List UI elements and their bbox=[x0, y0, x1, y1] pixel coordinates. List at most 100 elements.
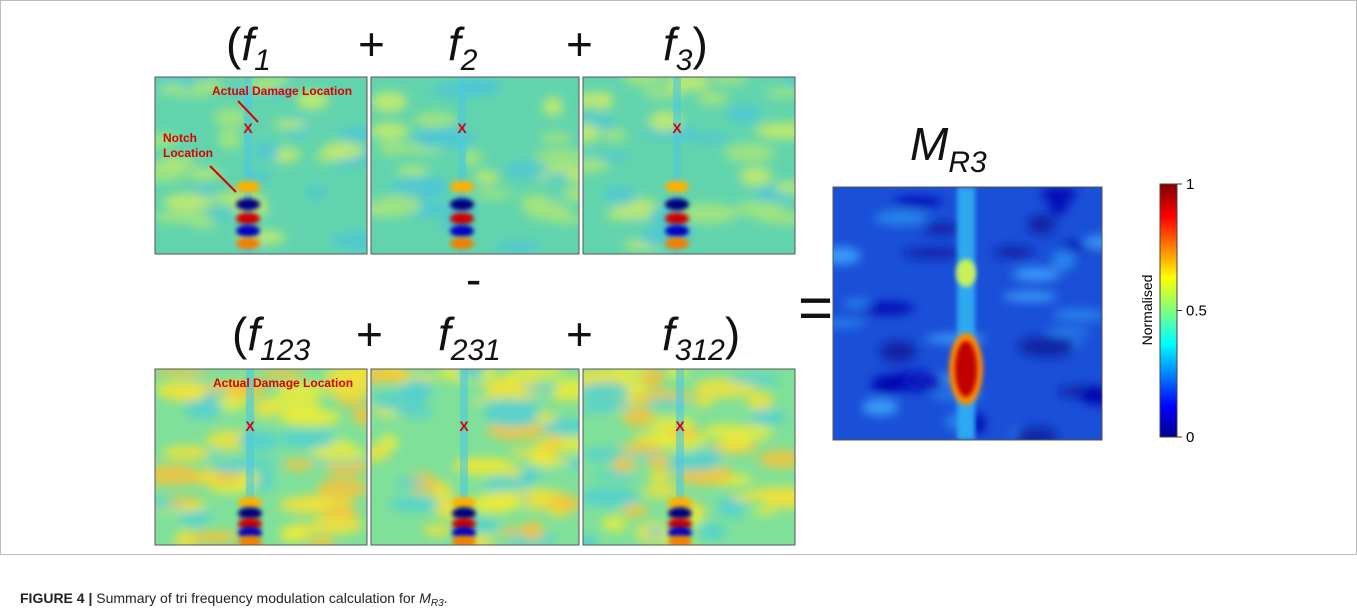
texture-blob bbox=[321, 141, 364, 160]
plus: + bbox=[358, 18, 385, 70]
texture-blob bbox=[453, 457, 515, 476]
texture-blob bbox=[583, 123, 601, 143]
notch-blob bbox=[452, 517, 476, 530]
notch-blob bbox=[668, 526, 692, 539]
texture-blob bbox=[424, 177, 447, 195]
texture-blob bbox=[508, 448, 552, 458]
texture-blob bbox=[474, 492, 524, 509]
texture-blob bbox=[648, 470, 672, 484]
texture-blob bbox=[503, 162, 548, 179]
texture-blob bbox=[1012, 267, 1061, 282]
term: f312) bbox=[662, 308, 740, 367]
plus: + bbox=[566, 18, 593, 70]
heatmap bbox=[155, 369, 367, 545]
panels: X X X X X X bbox=[154, 76, 1103, 546]
texture bbox=[155, 77, 367, 254]
texture-blob bbox=[278, 429, 338, 448]
heatmap-bg bbox=[583, 77, 795, 254]
column bbox=[246, 369, 254, 545]
texture-blob bbox=[749, 409, 786, 425]
texture-blob bbox=[666, 454, 720, 472]
texture-blob bbox=[155, 133, 180, 148]
texture-blob bbox=[843, 298, 872, 308]
texture-blob bbox=[484, 478, 510, 492]
x-mark: X bbox=[245, 418, 255, 434]
texture-blob bbox=[1080, 388, 1102, 406]
notch-blob bbox=[665, 237, 689, 250]
x-mark: X bbox=[457, 120, 467, 136]
colorbar-tick-label: 0 bbox=[1186, 429, 1194, 446]
texture-blob bbox=[352, 406, 367, 426]
texture-blob bbox=[221, 380, 267, 398]
texture-blob bbox=[833, 318, 866, 328]
notch-blob bbox=[452, 535, 476, 545]
notch-blob bbox=[236, 224, 260, 237]
term: f2 bbox=[448, 18, 478, 77]
result-label: MR3 bbox=[910, 118, 987, 179]
colorbar-tick-label: 0.5 bbox=[1186, 303, 1207, 320]
arrow bbox=[209, 165, 237, 193]
texture-blob bbox=[601, 128, 627, 142]
heatmap bbox=[583, 369, 795, 545]
panel-frame bbox=[154, 76, 368, 255]
texture-blob bbox=[462, 149, 483, 167]
notch-blob bbox=[238, 496, 262, 509]
texture-blob bbox=[583, 534, 598, 545]
texture-blob bbox=[601, 515, 628, 532]
annotation: Actual Damage Location bbox=[212, 84, 352, 98]
texture-blob bbox=[644, 527, 668, 537]
colorbar bbox=[1159, 183, 1178, 438]
texture-blob bbox=[389, 496, 439, 512]
texture-blob bbox=[746, 391, 774, 411]
notch-blob bbox=[452, 507, 476, 520]
notch-blob bbox=[668, 507, 692, 520]
texture bbox=[155, 369, 367, 545]
texture-blob bbox=[395, 406, 434, 419]
texture-blob bbox=[509, 369, 563, 379]
heatmap bbox=[155, 77, 367, 254]
texture-blob bbox=[729, 374, 781, 384]
texture-blob bbox=[296, 90, 329, 110]
texture-blob bbox=[1014, 426, 1058, 440]
texture-blob bbox=[903, 248, 965, 259]
texture-blob bbox=[375, 194, 422, 216]
notch-blob bbox=[238, 507, 262, 520]
texture-blob bbox=[1048, 201, 1069, 214]
minus: - bbox=[466, 253, 481, 305]
texture-blob bbox=[622, 406, 655, 428]
notch-blob bbox=[236, 180, 260, 193]
texture-blob bbox=[394, 478, 427, 488]
texture-blob bbox=[254, 141, 280, 162]
texture-blob bbox=[765, 88, 795, 98]
texture-blob bbox=[698, 523, 727, 540]
x-mark: X bbox=[672, 120, 682, 136]
panel-frame bbox=[582, 76, 796, 255]
texture-blob bbox=[323, 380, 367, 399]
texture-blob bbox=[724, 143, 776, 163]
texture-blob bbox=[583, 92, 604, 108]
texture-blob bbox=[611, 457, 636, 475]
notch-blob bbox=[668, 496, 692, 509]
texture-blob bbox=[592, 471, 638, 480]
texture-blob bbox=[592, 401, 635, 412]
notch-blob bbox=[236, 198, 260, 211]
texture-blob bbox=[196, 473, 223, 483]
texture-blob bbox=[371, 369, 411, 383]
texture-blob bbox=[993, 246, 1034, 258]
texture-blob bbox=[246, 170, 272, 182]
colorbar-tick-label: 1 bbox=[1186, 176, 1194, 193]
texture-blob bbox=[279, 496, 332, 514]
notch-blob bbox=[665, 180, 689, 193]
notch-blob bbox=[450, 180, 474, 193]
texture-blob bbox=[860, 301, 915, 315]
texture-blob bbox=[213, 108, 247, 128]
texture-blob bbox=[217, 128, 242, 150]
texture-blob bbox=[472, 189, 514, 199]
column bbox=[460, 369, 468, 545]
texture-blob bbox=[563, 184, 579, 203]
texture-blob bbox=[377, 141, 408, 156]
texture-blob bbox=[309, 536, 335, 545]
annotation: Location bbox=[163, 146, 213, 160]
